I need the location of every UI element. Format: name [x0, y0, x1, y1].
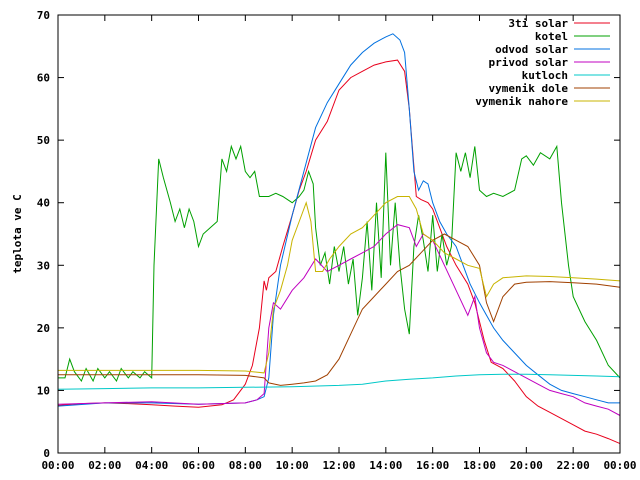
x-tick-label-2: 04:00	[135, 459, 168, 472]
legend-label-6: vymenik nahore	[475, 95, 568, 108]
series-line-4	[57, 373, 621, 390]
series-line-3	[57, 224, 621, 416]
legend-label-0: 3ti solar	[508, 17, 568, 30]
y-tick-label-4: 40	[37, 197, 50, 210]
series-line-2	[57, 33, 620, 407]
series-line-5	[58, 233, 621, 386]
y-tick-label-2: 20	[37, 322, 50, 335]
legend-label-2: odvod solar	[495, 43, 568, 56]
y-tick-label-1: 10	[37, 384, 50, 397]
y-tick-label-6: 60	[37, 72, 50, 85]
x-tick-label-4: 08:00	[229, 459, 262, 472]
y-axis-label: teplota ve C	[11, 194, 24, 273]
x-tick-label-6: 12:00	[322, 459, 355, 472]
y-tick-label-3: 30	[37, 259, 50, 272]
x-tick-label-9: 18:00	[463, 459, 496, 472]
x-tick-label-0: 00:00	[41, 459, 74, 472]
x-tick-label-11: 22:00	[557, 459, 590, 472]
series-layer	[57, 33, 621, 445]
x-tick-label-10: 20:00	[510, 459, 543, 472]
legend-label-1: kotel	[535, 30, 568, 43]
legend-label-5: vymenik dole	[489, 82, 569, 95]
ticks-layer: 0 10 20 30 40 50 60 70 00:00 02:00 04:00 06:00 08:00…	[37, 9, 637, 472]
legend-label-3: privod solar	[489, 56, 569, 69]
x-tick-label-3: 06:00	[182, 459, 215, 472]
y-tick-label-0: 0	[43, 447, 50, 460]
x-tick-label-1: 02:00	[88, 459, 121, 472]
y-tick-label-5: 50	[37, 134, 50, 147]
legend-label-4: kutloch	[522, 69, 568, 82]
series-line-1	[58, 144, 621, 383]
x-tick-label-8: 16:00	[416, 459, 449, 472]
x-tick-label-5: 10:00	[276, 459, 309, 472]
x-tick-label-7: 14:00	[369, 459, 402, 472]
y-tick-label-7: 70	[37, 9, 50, 22]
x-tick-label-12: 00:00	[603, 459, 636, 472]
series-line-6	[58, 196, 621, 374]
series-line-0	[57, 59, 621, 445]
